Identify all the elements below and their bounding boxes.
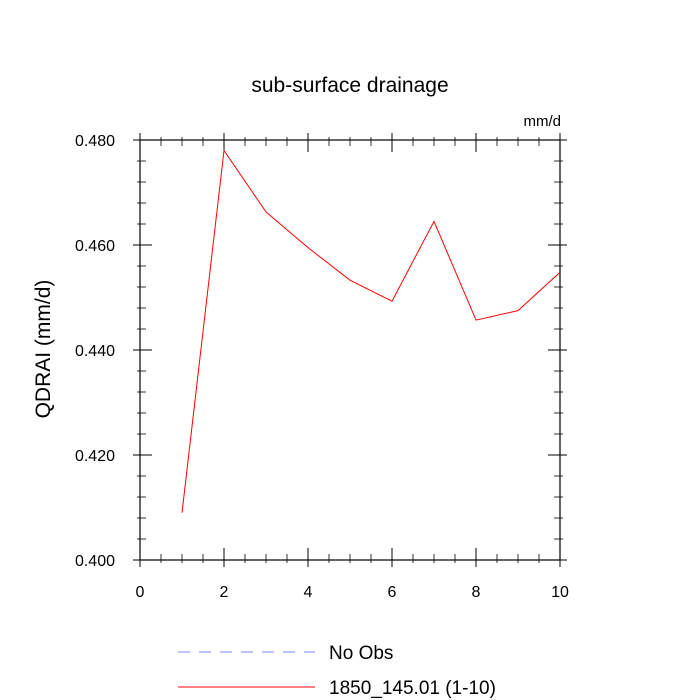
- x-tick-label: 6: [388, 584, 397, 601]
- legend-label: 1850_145.01 (1-10): [329, 678, 496, 699]
- x-tick-label: 0: [136, 584, 145, 601]
- tick-labels: 0 2 4 6 8 10 0.400 0.420 0.440 0.460 0.480: [75, 133, 569, 601]
- legend-label: No Obs: [329, 643, 393, 664]
- x-tick-label: 10: [551, 584, 569, 601]
- series-group: [181, 149, 561, 513]
- x-tick-label: 4: [304, 584, 313, 601]
- y-tick-label: 0.440: [75, 343, 115, 360]
- chart-title: sub-surface drainage: [251, 74, 448, 97]
- y-tick-label: 0.420: [75, 448, 115, 465]
- legend: No Obs 1850_145.01 (1-10): [178, 643, 496, 699]
- series-line: [181, 149, 561, 513]
- y-tick-label: 0.480: [75, 133, 115, 150]
- axis-ticks: [133, 133, 567, 567]
- x-tick-label: 2: [220, 584, 229, 601]
- plot-frame: [139, 139, 561, 561]
- y-tick-label: 0.400: [75, 553, 115, 570]
- y-axis-label: QDRAI (mm/d): [32, 280, 55, 419]
- x-tick-label: 8: [472, 584, 481, 601]
- y-tick-label: 0.460: [75, 238, 115, 255]
- units-label: mm/d: [524, 113, 562, 130]
